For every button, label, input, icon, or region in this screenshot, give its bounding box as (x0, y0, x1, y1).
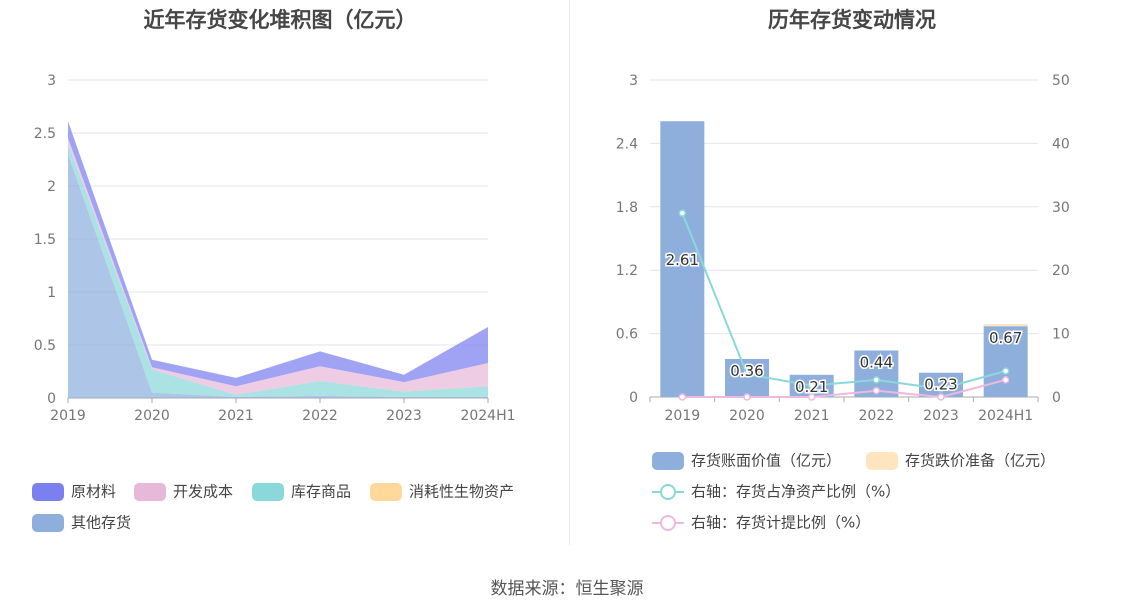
y-tick-label: 1.8 (616, 200, 638, 216)
bar-book-value (660, 121, 705, 398)
x-tick-label: 2022 (302, 408, 338, 424)
legend-swatch (866, 451, 898, 470)
line-point (743, 370, 751, 378)
y2-tick-label: 30 (1052, 200, 1070, 216)
x-tick-label: 2019 (665, 408, 701, 424)
data-source: 数据来源：恒生聚源 (490, 579, 644, 599)
line-point (678, 393, 687, 401)
x-tick-label: 2021 (218, 408, 254, 424)
legend-line-swatch (652, 513, 684, 533)
bar-book-value (983, 326, 1028, 397)
line-point (1001, 376, 1010, 384)
y-tick-label: 1.5 (34, 232, 56, 248)
line-point (872, 386, 881, 395)
line-point (937, 385, 945, 393)
legend-item-net-asset-ratio[interactable]: 右轴：存货占净资产比例（%） (652, 481, 900, 501)
x-tick-label: 2022 (859, 408, 895, 424)
y-tick-label: 1.2 (616, 263, 638, 279)
bar-data-label: 0.36 (730, 362, 763, 380)
y-tick-label: 0 (47, 391, 56, 407)
x-tick-label: 2021 (794, 408, 830, 424)
stacked-area-chart: 0 0.5 1 1.5 2 2.5 3 2019 2020 2021 2022 2023 2024H1 (34, 73, 516, 424)
y-tick-label: 2 (47, 179, 56, 195)
legend-item-goods-in-stock[interactable]: 库存商品 (252, 481, 351, 501)
x-tick-label: 2024H1 (978, 408, 1033, 424)
legend-item-book-value[interactable]: 存货账面价值（亿元） (652, 450, 841, 470)
left-chart-title: 近年存货变化堆积图（亿元） (143, 8, 417, 32)
line-point (807, 381, 816, 390)
bar-data-label: 0.23 (924, 376, 957, 394)
bar-data-label: 0.21 (795, 378, 828, 396)
x-tick-label: 2024H1 (460, 408, 515, 424)
y2-tick-label: 40 (1052, 136, 1070, 152)
legend-line-swatch (652, 482, 684, 502)
legend-swatch (32, 482, 64, 501)
legend-item-other-inventory[interactable]: 其他存货 (32, 512, 131, 532)
bar-book-value (725, 358, 769, 397)
line-series (682, 378, 1006, 399)
legend-label: 库存商品 (291, 482, 352, 501)
x-tick-label: 2023 (386, 408, 422, 424)
line-point (937, 393, 945, 401)
bar-data-label: 0.44 (860, 354, 893, 372)
y-tick-label: 0.5 (34, 338, 56, 354)
x-tick-label: 2019 (50, 408, 86, 424)
legend-label: 开发成本 (173, 482, 234, 501)
legend-label: 右轴：存货计提比例（%） (691, 513, 871, 532)
x-tick-label: 2020 (729, 408, 765, 424)
legend-swatch (252, 482, 284, 501)
y-tick-label: 3 (47, 73, 56, 89)
legend-label: 右轴：存货占净资产比例（%） (691, 482, 901, 501)
x-tick-label: 2023 (923, 408, 959, 424)
legend-label: 消耗性生物资产 (409, 482, 515, 501)
bar-impairment (983, 324, 1028, 327)
y2-tick-label: 50 (1052, 73, 1070, 89)
legend-item-development-cost[interactable]: 开发成本 (134, 481, 233, 501)
line-point (872, 376, 881, 384)
line-series (681, 212, 1006, 390)
legend-swatch (134, 482, 166, 501)
right-chart-title: 历年存货变动情况 (768, 8, 936, 32)
y-tick-label: 2.5 (34, 126, 56, 142)
y2-tick-label: 0 (1052, 390, 1061, 406)
bar-data-label: 2.61 (666, 251, 699, 269)
legend-item-consumable-biological-assets[interactable]: 消耗性生物资产 (370, 481, 514, 501)
legend-label: 存货跌价准备（亿元） (905, 451, 1056, 470)
bar-data-label: 0.67 (989, 329, 1022, 347)
legend-swatch (652, 451, 684, 470)
legend-label: 其他存货 (71, 513, 132, 532)
line-point (1001, 367, 1010, 375)
y-tick-label: 1 (47, 285, 56, 301)
line-point (807, 393, 816, 401)
area-series (68, 121, 488, 387)
legend-item-impairment[interactable]: 存货跌价准备（亿元） (866, 450, 1055, 470)
y-tick-label: 3 (629, 73, 638, 89)
legend-swatch (32, 513, 64, 532)
panel-divider (569, 0, 570, 545)
y2-tick-label: 20 (1052, 263, 1070, 279)
x-tick-label: 2020 (134, 408, 170, 424)
legend-item-provision-ratio[interactable]: 右轴：存货计提比例（%） (652, 512, 870, 532)
area-series (68, 154, 488, 398)
y-tick-label: 0 (629, 390, 638, 406)
y-tick-label: 2.4 (616, 136, 638, 152)
legend-item-raw-materials[interactable]: 原材料 (32, 481, 116, 501)
y2-tick-label: 10 (1052, 327, 1070, 343)
y-tick-label: 0.6 (616, 327, 638, 343)
legend-label: 原材料 (71, 482, 117, 501)
legend-swatch (370, 482, 402, 501)
line-point (678, 209, 687, 217)
legend-label: 存货账面价值（亿元） (691, 451, 842, 470)
line-point (743, 393, 751, 401)
